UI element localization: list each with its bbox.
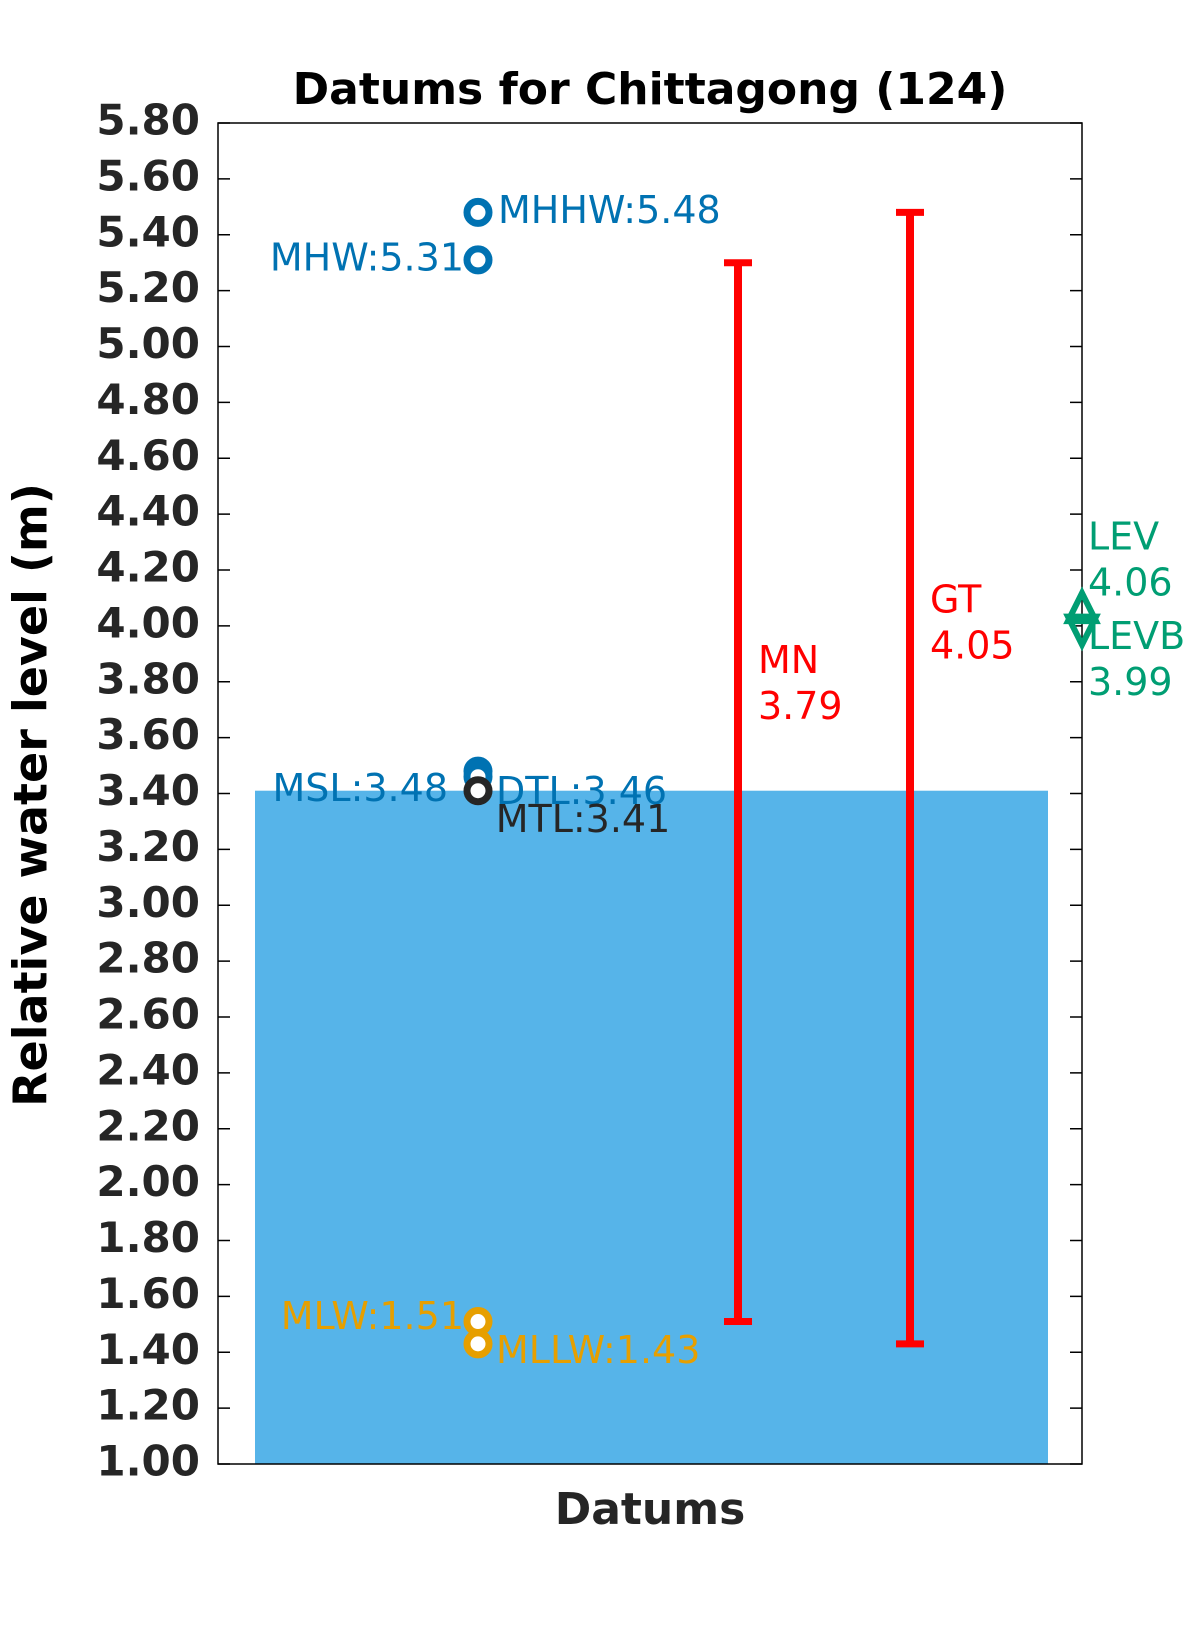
x-axis-label: Datums (555, 1484, 746, 1535)
datum-label: MLW:1.51 (281, 1294, 464, 1338)
y-tick-label: 5.00 (96, 319, 200, 368)
bar (255, 790, 1048, 1464)
datum-label: MHW:5.31 (270, 235, 464, 279)
y-tick-label: 4.20 (96, 543, 200, 592)
datum-label: MSL:3.48 (273, 766, 449, 810)
y-tick-label: 4.60 (96, 431, 200, 480)
y-tick-label: 4.00 (96, 598, 200, 647)
y-tick-label: 3.20 (96, 822, 200, 871)
datum-point (463, 245, 493, 275)
datum-point (463, 1307, 493, 1337)
y-tick-label: 5.40 (96, 207, 200, 256)
range-value: 4.05 (930, 623, 1015, 667)
y-tick-label: 3.80 (96, 654, 200, 703)
y-tick-label: 2.20 (96, 1101, 200, 1150)
y-tick-label: 3.60 (96, 710, 200, 759)
y-tick-label: 4.80 (96, 375, 200, 424)
y-tick-label: 2.60 (96, 990, 200, 1039)
y-tick-label: 5.60 (96, 151, 200, 200)
extreme-marker (1063, 586, 1101, 625)
range-value: 3.79 (758, 684, 843, 728)
y-tick-label: 3.40 (96, 766, 200, 815)
datum-label: MLLW:1.43 (496, 1328, 700, 1372)
y-tick-label: 1.80 (96, 1213, 200, 1262)
y-axis-label: Relative water level (m) (4, 483, 58, 1107)
y-tick-label: 3.00 (96, 878, 200, 927)
extreme-name: LEV (1088, 515, 1159, 559)
extreme-value: 3.99 (1088, 660, 1173, 704)
y-tick-label: 1.00 (96, 1437, 200, 1486)
y-tick-label: 5.20 (96, 263, 200, 312)
extreme-marker (1063, 613, 1101, 652)
datum-label: MHHW:5.48 (498, 188, 721, 232)
range-name: MN (758, 638, 819, 682)
y-tick-label: 5.80 (96, 96, 200, 145)
y-tick-label: 2.40 (96, 1045, 200, 1094)
y-tick-label: 1.60 (96, 1269, 200, 1318)
extreme-name: LEVB (1088, 614, 1185, 658)
chart-title: Datums for Chittagong (124) (293, 64, 1008, 115)
y-tick-label: 2.00 (96, 1157, 200, 1206)
datum-point (463, 1329, 493, 1359)
datum-point (463, 197, 493, 227)
extreme-value: 4.06 (1088, 561, 1173, 605)
y-tick-label: 1.20 (96, 1381, 200, 1430)
datum-label: DTL:3.46 (496, 769, 667, 813)
datum-label: MTL:3.41 (496, 797, 671, 841)
y-tick-label: 2.80 (96, 934, 200, 983)
y-tick-label: 1.40 (96, 1325, 200, 1374)
y-tick-label: 4.40 (96, 487, 200, 536)
range-name: GT (930, 577, 982, 621)
datum-point (463, 776, 493, 806)
